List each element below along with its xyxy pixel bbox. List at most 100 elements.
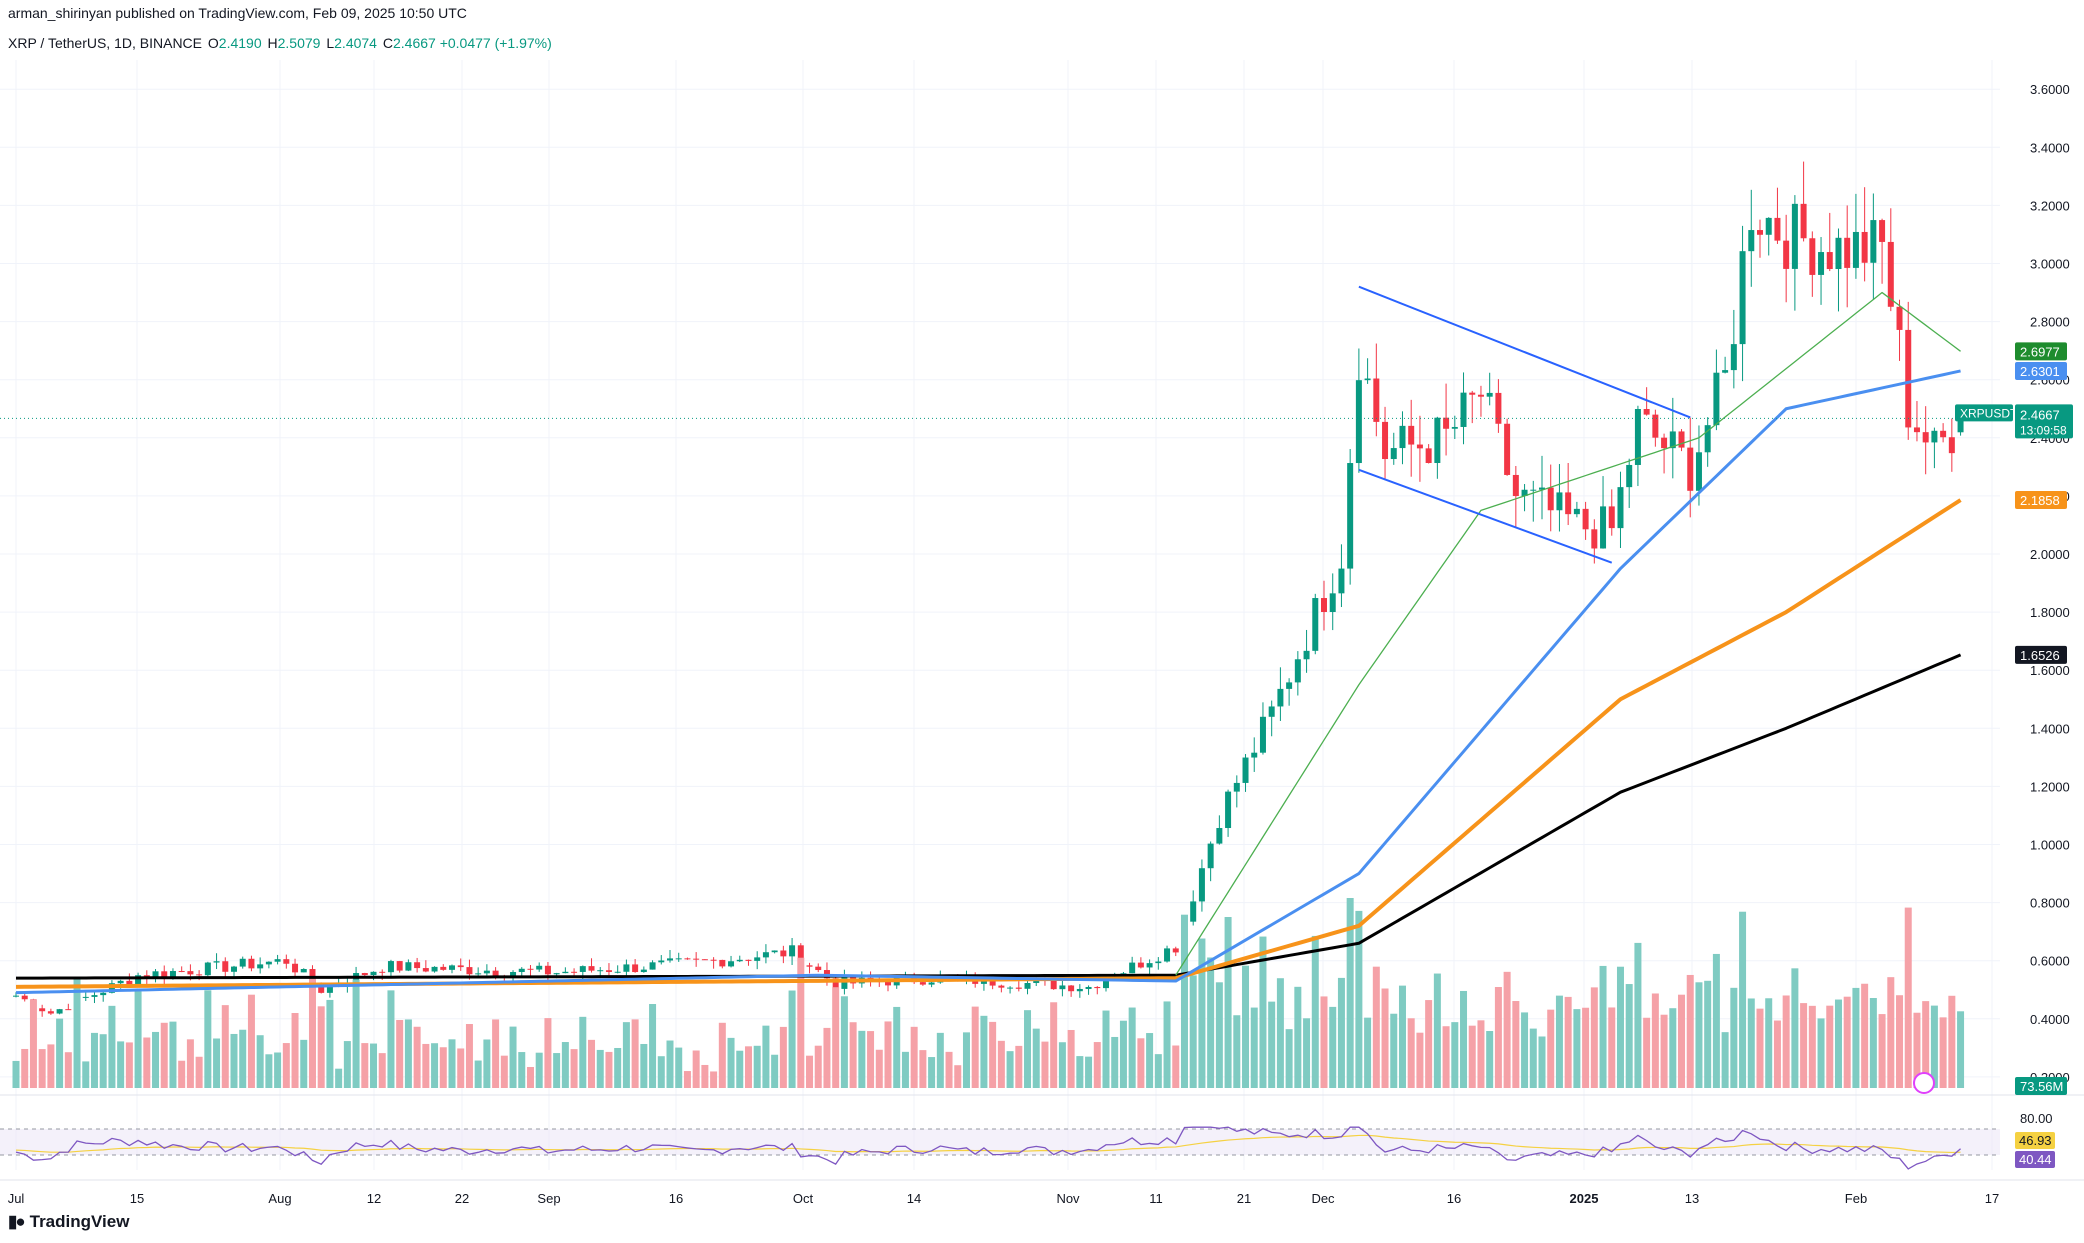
candle-body: [1460, 392, 1467, 427]
candle-body: [1791, 203, 1798, 269]
candle-body: [1539, 487, 1545, 490]
open-label: O: [207, 35, 219, 51]
volume-bar: [1773, 1020, 1781, 1088]
volume-bar: [1765, 998, 1773, 1088]
candle-body: [1321, 598, 1327, 612]
candle-body: [1033, 979, 1040, 984]
x-tick-label: 22: [455, 1191, 469, 1206]
volume-bar: [1826, 1005, 1834, 1088]
candle-body: [1730, 344, 1737, 371]
candle-body: [1922, 432, 1929, 443]
x-tick-label: 13: [1685, 1191, 1699, 1206]
volume-bar: [736, 1050, 744, 1088]
trendline-lower: [1358, 468, 1613, 564]
candle-body: [1286, 682, 1293, 689]
volume-bar: [1800, 1003, 1808, 1088]
candle-body: [379, 971, 386, 973]
volume-bar: [352, 979, 360, 1088]
volume-bar: [64, 1052, 72, 1088]
volume-bar: [1268, 1001, 1276, 1088]
tradingview-logo[interactable]: ▮● TradingView: [8, 1212, 129, 1232]
volume-bar: [370, 1043, 378, 1088]
candle-body: [536, 965, 543, 970]
volume-bar: [1486, 1031, 1494, 1088]
candle-body: [169, 971, 176, 978]
candle-body: [736, 959, 743, 962]
volume-bar: [1521, 1012, 1529, 1088]
last-price-value: 2.4667: [2020, 407, 2060, 422]
volume-bar: [640, 1043, 648, 1088]
volume-bar: [614, 1047, 622, 1088]
volume-bar: [448, 1039, 456, 1088]
candle-body: [1556, 492, 1563, 511]
x-tick-label: 21: [1237, 1191, 1251, 1206]
volume-bar: [221, 1005, 229, 1088]
candle-body: [117, 980, 124, 984]
candle-body: [274, 959, 281, 962]
volume-bar: [1451, 1022, 1459, 1088]
y-tick-label: 0.6000: [2030, 954, 2070, 969]
volume-bar: [1625, 984, 1633, 1088]
x-tick-label: Aug: [268, 1191, 291, 1206]
volume-bar: [1930, 1005, 1938, 1088]
volume-bar: [152, 1031, 160, 1088]
candle-body: [771, 950, 778, 953]
candle-body: [1355, 380, 1362, 464]
volume-bar: [1294, 986, 1302, 1088]
candle-body: [754, 957, 761, 961]
candle-body: [762, 952, 769, 958]
candle-body: [1259, 716, 1266, 753]
volume-bar: [1678, 994, 1686, 1088]
volume-bar: [82, 1061, 90, 1088]
volume-bars: [12, 898, 1965, 1088]
candle-body: [396, 961, 403, 971]
candle-body: [1739, 251, 1746, 345]
volume-bar: [526, 1066, 534, 1088]
candle-body: [1268, 706, 1275, 717]
volume-bar: [683, 1071, 691, 1088]
candle-body: [100, 992, 107, 996]
candle-body: [492, 970, 499, 976]
volume-bar: [1337, 977, 1345, 1088]
volume-bar: [744, 1046, 752, 1088]
candle-body: [1870, 220, 1877, 263]
candle-body: [1634, 409, 1641, 465]
candle-body: [1722, 370, 1729, 373]
candle-body: [152, 971, 159, 978]
ema200-axis-label: 1.6526: [2020, 648, 2060, 663]
volume-bar: [47, 1044, 55, 1088]
volume-bar: [884, 1021, 892, 1088]
candle-body: [832, 978, 839, 989]
candle-body: [1748, 230, 1755, 252]
volume-bar: [1721, 1032, 1729, 1088]
candle-body: [885, 981, 891, 986]
candle-body: [1713, 372, 1720, 426]
volume-bar: [1564, 996, 1572, 1088]
candle-body: [135, 975, 142, 985]
volume-bar: [1808, 1005, 1816, 1088]
volume-bar: [195, 1056, 203, 1088]
candle-body: [1216, 828, 1223, 844]
candle-body: [1826, 252, 1833, 270]
volume-bar: [535, 1052, 543, 1088]
volume-bar: [230, 1033, 238, 1088]
volume-bar: [343, 1041, 351, 1088]
volume-bar: [649, 1004, 657, 1088]
volume-bar: [605, 1051, 613, 1088]
volume-bar: [1913, 1012, 1921, 1088]
candle-body: [213, 961, 220, 963]
candle-body: [518, 968, 525, 973]
candle-body: [1818, 252, 1825, 275]
volume-bar: [1555, 995, 1563, 1088]
candle-body: [614, 971, 621, 973]
volume-bar: [178, 1060, 186, 1088]
volume-bar: [56, 1018, 64, 1088]
volume-bar: [431, 1043, 439, 1088]
candle-body: [1678, 431, 1685, 448]
volume-bar: [1346, 898, 1354, 1088]
candle-body: [39, 1008, 46, 1012]
candle-body: [719, 959, 726, 967]
low-value: 2.4074: [334, 35, 377, 51]
volume-bar: [561, 1042, 569, 1088]
